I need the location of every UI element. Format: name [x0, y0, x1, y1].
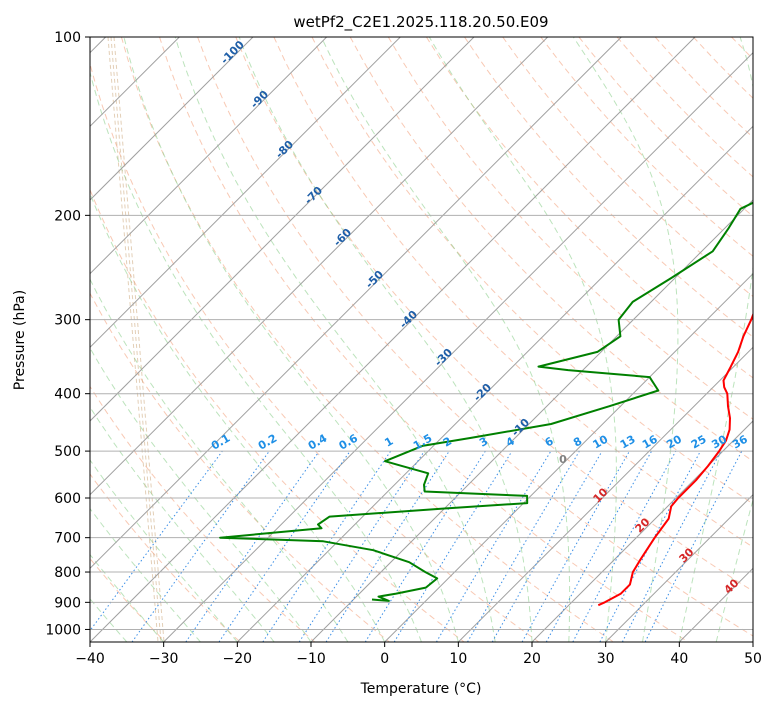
moist-adiabat-line	[715, 497, 753, 642]
dry-adiabat-line	[120, 37, 614, 642]
x-tick-label: 0	[380, 651, 389, 667]
x-tick-label: 10	[449, 651, 467, 667]
y-tick-label: 800	[54, 565, 81, 581]
mixing-ratio-line	[185, 450, 320, 642]
y-tick-label: 200	[54, 208, 81, 224]
axes: −40 −30 −20 −10 0 10 20 30 40 50 100 200 300 400 500 60…	[45, 30, 762, 667]
y-tick-label: 400	[54, 387, 81, 403]
y-tick-label: 700	[54, 531, 81, 547]
isotherm-line	[457, 346, 753, 642]
moist-adiabat-line	[90, 278, 349, 642]
isotherm-line	[90, 37, 328, 275]
isotherm-line	[90, 37, 549, 496]
x-tick-label: −20	[223, 651, 253, 667]
tan-adiabat-line	[113, 37, 165, 642]
mixing-ratio-line	[545, 450, 653, 642]
mixing-ratio-line	[325, 450, 450, 642]
isotherm-line	[384, 272, 753, 642]
moist-adiabat-line	[572, 37, 679, 642]
moist-adiabat-line	[174, 37, 496, 642]
mixing-ratio-line	[131, 450, 270, 642]
mixing-ratio-line	[572, 450, 677, 642]
isotherm-line	[531, 420, 753, 642]
mixing-ratio-line	[90, 450, 223, 632]
moist-adiabat-line	[90, 598, 128, 642]
moist-adiabat-line	[678, 37, 753, 642]
y-tick-label: 1000	[45, 622, 81, 638]
plot-frame	[89, 36, 754, 643]
dry-adiabat-line	[159, 37, 689, 642]
isotherm-line	[90, 37, 254, 201]
mixing-ratio-line	[218, 450, 351, 642]
dry-adiabat-line	[90, 62, 540, 642]
mixing-ratio-line	[521, 450, 630, 642]
moist-adiabat-line	[90, 553, 165, 642]
x-tick-label: 50	[744, 651, 762, 667]
temperature-profile-line	[597, 312, 753, 607]
x-tick-label: −10	[296, 651, 326, 667]
isotherm-line	[90, 37, 696, 642]
tan-adiabat-line	[110, 37, 162, 642]
moist-adiabat-line	[123, 37, 459, 642]
moist-adiabat-line	[90, 406, 275, 642]
dry-adiabat-line	[90, 557, 166, 642]
x-tick-label: −40	[75, 651, 105, 667]
dry-adiabat-line	[90, 188, 465, 642]
isotherm-line	[90, 37, 622, 570]
x-tick-label: −30	[149, 651, 179, 667]
x-tick-label: 30	[597, 651, 615, 667]
y-tick-label: 300	[54, 313, 81, 329]
mixing-ratio-line	[298, 450, 425, 642]
isotherm-line	[605, 493, 753, 642]
moist-adiabat-line	[90, 70, 422, 642]
y-tick-label: 100	[54, 30, 81, 46]
mixing-ratio-line	[262, 450, 392, 642]
moist-adiabat-line	[238, 37, 533, 642]
x-axis-label: Temperature (°C)	[360, 681, 482, 697]
dry-adiabat-line	[90, 385, 316, 642]
y-tick-label: 500	[54, 444, 81, 460]
chart-title: wetPf2_C2E1.2025.118.20.50.E09	[293, 13, 548, 32]
isotherm-line	[163, 51, 753, 642]
dry-adiabat-line	[387, 37, 753, 420]
dewpoint-profile-line	[219, 201, 753, 602]
isotherm-line	[236, 125, 753, 642]
y-tick-label: 900	[54, 595, 81, 611]
plot-area: -100-90-80-70-60-50-40-30-20-10010203040…	[90, 37, 753, 642]
isotherm-line	[90, 37, 401, 349]
dry-adiabat-label: 0	[559, 453, 567, 466]
moist-adiabat-line	[90, 459, 238, 642]
x-tick-label: 40	[670, 651, 688, 667]
y-axis-label: Pressure (hPa)	[12, 290, 28, 390]
moist-adiabat-line	[90, 507, 201, 642]
dry-adiabat-line	[273, 37, 753, 548]
tan-adiabat-line	[107, 37, 159, 642]
moist-adiabat-line	[320, 37, 571, 642]
dry-adiabat-line	[425, 37, 753, 379]
isotherm-line	[310, 199, 753, 642]
moist-adiabat-line	[90, 192, 386, 642]
y-tick-label: 600	[54, 491, 81, 507]
mixing-ratio-line	[644, 450, 743, 642]
isotherm-line	[90, 37, 475, 422]
x-tick-label: 20	[523, 651, 541, 667]
